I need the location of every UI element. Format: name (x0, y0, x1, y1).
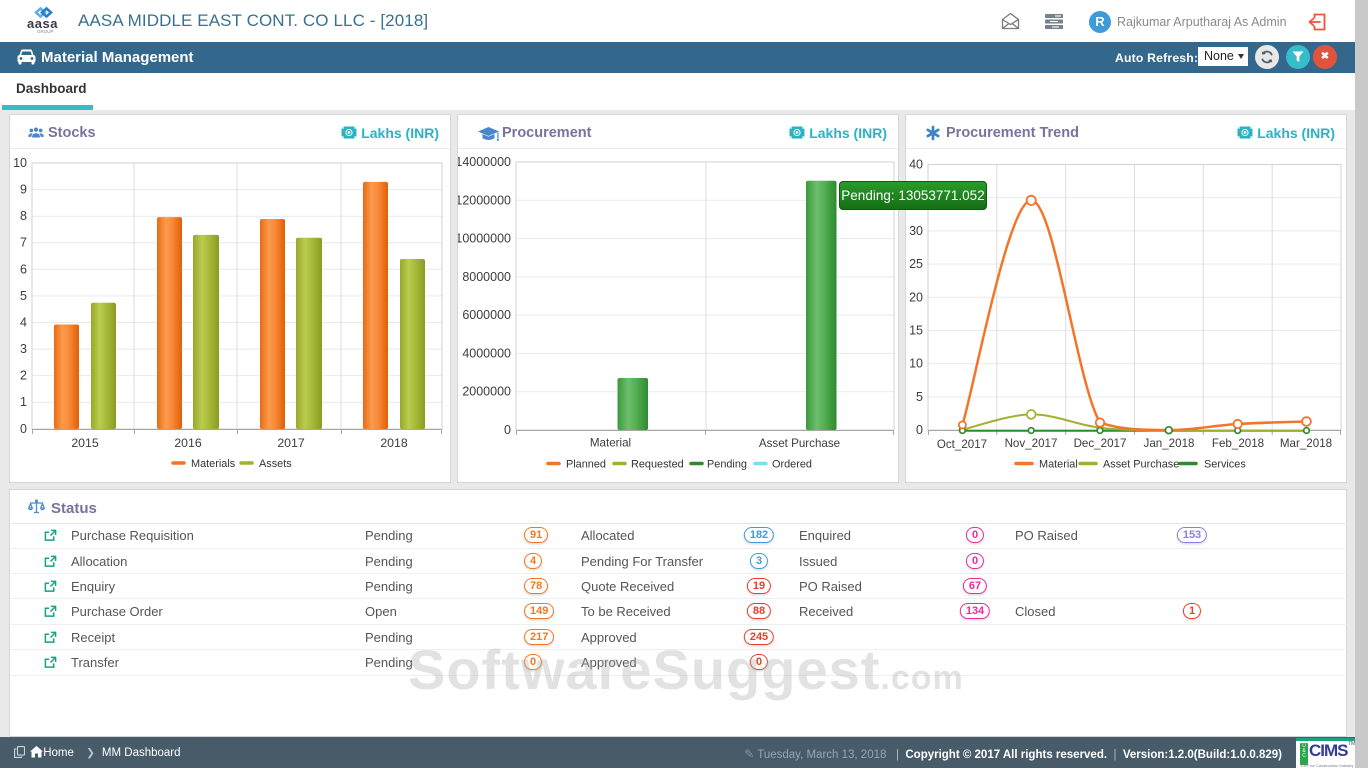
svg-text:Mar_2018: Mar_2018 (1280, 437, 1332, 450)
svg-text:5: 5 (916, 390, 923, 404)
svg-text:Asset Purchase: Asset Purchase (1103, 459, 1179, 471)
svg-text:40: 40 (909, 158, 923, 172)
svg-text:2: 2 (20, 369, 27, 383)
svg-text:Assets: Assets (259, 458, 292, 470)
svg-text:Materials: Materials (191, 458, 236, 470)
svg-text:7: 7 (20, 236, 27, 250)
svg-text:2017: 2017 (277, 436, 305, 450)
svg-text:6: 6 (20, 262, 27, 276)
svg-text:10: 10 (13, 156, 27, 170)
svg-text:8000000: 8000000 (462, 270, 511, 284)
svg-text:0: 0 (504, 423, 511, 437)
svg-text:Oct_2017: Oct_2017 (937, 438, 987, 451)
svg-text:10: 10 (909, 357, 923, 371)
svg-text:30: 30 (909, 224, 923, 238)
svg-text:Requested: Requested (631, 459, 684, 471)
svg-text:20: 20 (909, 290, 923, 304)
svg-text:12000000: 12000000 (458, 193, 511, 207)
svg-text:10000000: 10000000 (458, 232, 511, 246)
svg-text:Jan_2018: Jan_2018 (1144, 437, 1195, 450)
svg-text:Planned: Planned (566, 459, 606, 471)
svg-text:Ordered: Ordered (772, 459, 812, 471)
svg-text:2018: 2018 (380, 436, 408, 450)
svg-text:9: 9 (20, 183, 27, 197)
svg-text:0: 0 (916, 423, 923, 437)
svg-text:Pending: Pending (707, 459, 747, 471)
svg-text:5: 5 (20, 289, 27, 303)
svg-text:2016: 2016 (174, 436, 202, 450)
svg-text:8: 8 (20, 209, 27, 223)
svg-text:Nov_2017: Nov_2017 (1005, 437, 1058, 450)
svg-text:15: 15 (909, 324, 923, 338)
svg-text:Material: Material (590, 437, 631, 450)
svg-text:0: 0 (20, 422, 27, 436)
svg-text:1: 1 (20, 395, 27, 409)
svg-text:25: 25 (909, 257, 923, 271)
svg-text:Services: Services (1204, 459, 1246, 471)
svg-text:Material: Material (1039, 459, 1078, 471)
svg-text:14000000: 14000000 (458, 155, 511, 169)
svg-text:GROUP: GROUP (37, 29, 54, 34)
svg-text:Dec_2017: Dec_2017 (1074, 437, 1127, 450)
svg-text:Asset Purchase: Asset Purchase (759, 437, 840, 450)
svg-text:4000000: 4000000 (462, 346, 511, 360)
svg-text:4: 4 (20, 316, 27, 330)
svg-text:Feb_2018: Feb_2018 (1212, 437, 1264, 450)
svg-text:2000000: 2000000 (462, 385, 511, 399)
svg-text:3: 3 (20, 342, 27, 356)
svg-text:2015: 2015 (71, 436, 99, 450)
svg-text:6000000: 6000000 (462, 308, 511, 322)
svg-text:aasa: aasa (27, 16, 58, 31)
